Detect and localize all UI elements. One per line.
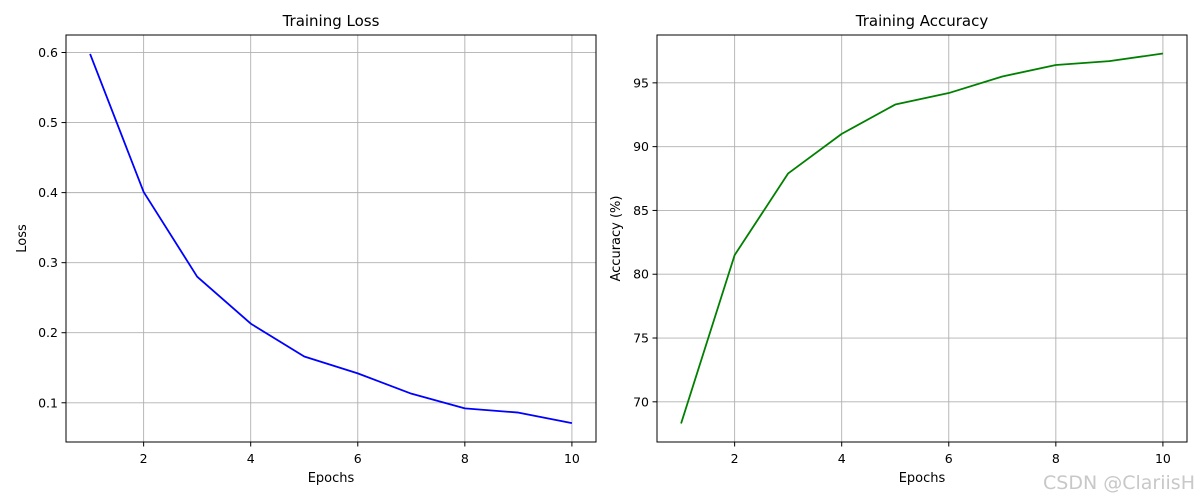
loss-y-tick-label: 0.1 <box>38 395 58 410</box>
accuracy-x-tick-label: 8 <box>1052 451 1060 466</box>
accuracy-y-tick-label: 95 <box>633 75 649 90</box>
loss-y-axis-label: Loss <box>15 224 30 253</box>
loss-y-tick-label: 0.5 <box>38 115 58 130</box>
accuracy-x-tick-label: 6 <box>945 451 953 466</box>
loss-y-tick-label: 0.2 <box>38 325 58 340</box>
accuracy-series-line <box>680 52 1164 424</box>
accuracy-x-tick-label: 10 <box>1155 451 1171 466</box>
accuracy-y-axis-label: Accuracy (%) <box>609 196 624 282</box>
loss-x-tick-label: 6 <box>354 451 362 466</box>
training-accuracy-chart: 2 4 6 8 10 70 75 80 85 90 95 Training Accuracy Epoch… <box>609 12 1188 486</box>
loss-x-axis-label: Epochs <box>308 471 355 486</box>
accuracy-x-tick-label: 2 <box>731 451 739 466</box>
accuracy-x-tick-label: 4 <box>838 451 846 466</box>
accuracy-y-tick-label: 75 <box>633 331 649 346</box>
watermark: CSDN @ClariisH <box>1043 472 1195 494</box>
loss-y-tick-label: 0.3 <box>38 255 58 270</box>
accuracy-y-tick-label: 70 <box>633 394 649 409</box>
loss-y-tick-label: 0.6 <box>38 45 58 60</box>
training-loss-chart: 2 4 6 8 10 0.1 0.2 0.3 0.4 0.5 0.6 Training Loss Epo… <box>15 12 597 486</box>
loss-x-tick-label: 8 <box>461 451 469 466</box>
loss-axes-frame <box>65 34 597 443</box>
accuracy-y-tick-label: 90 <box>633 139 649 154</box>
accuracy-axes-frame <box>656 34 1188 443</box>
loss-y-tick-label: 0.4 <box>38 185 58 200</box>
accuracy-y-tick-label: 85 <box>633 203 649 218</box>
loss-x-tick-label: 4 <box>247 451 255 466</box>
loss-x-tick-label: 2 <box>140 451 148 466</box>
accuracy-chart-title: Training Accuracy <box>855 12 989 30</box>
accuracy-x-axis-label: Epochs <box>899 471 946 486</box>
accuracy-y-tick-label: 80 <box>633 267 649 282</box>
loss-series-line <box>89 53 573 424</box>
loss-chart-title: Training Loss <box>282 12 380 30</box>
loss-x-tick-label: 10 <box>564 451 580 466</box>
